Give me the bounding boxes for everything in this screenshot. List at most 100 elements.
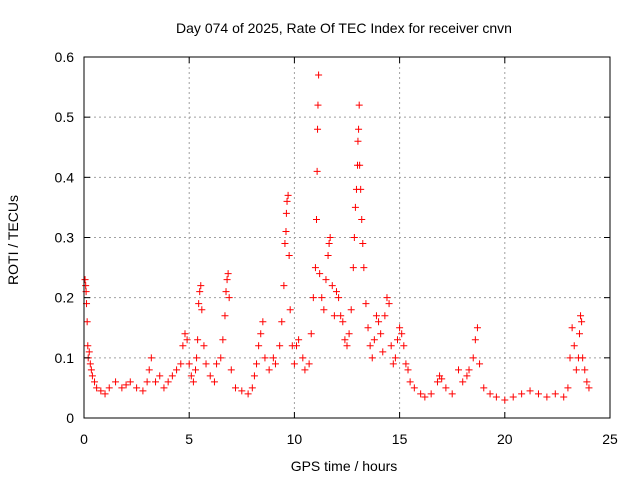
data-point <box>314 101 322 109</box>
data-point <box>328 282 336 290</box>
data-point <box>372 312 380 320</box>
data-point <box>325 240 333 248</box>
data-point <box>280 282 288 290</box>
data-point <box>97 387 105 395</box>
data-point <box>192 366 200 374</box>
data-point <box>575 330 583 338</box>
data-point <box>314 125 322 133</box>
data-point <box>181 330 189 338</box>
data-point <box>566 354 574 362</box>
data-point <box>145 366 153 374</box>
axis-ticks <box>83 56 611 419</box>
data-point <box>156 372 164 380</box>
data-point <box>518 390 526 398</box>
data-point <box>316 270 324 278</box>
data-point <box>583 378 591 386</box>
data-point <box>126 378 134 386</box>
data-point <box>189 378 197 386</box>
data-point <box>572 366 580 374</box>
y-tick-label: 0 <box>66 410 74 426</box>
data-point <box>177 360 185 368</box>
data-point <box>585 384 593 392</box>
data-point <box>578 318 586 326</box>
data-point <box>368 354 376 362</box>
x-tick-label: 0 <box>80 431 88 447</box>
data-point <box>421 393 429 401</box>
data-point <box>357 185 365 193</box>
data-point <box>139 387 147 395</box>
data-point <box>398 330 406 338</box>
data-point <box>579 354 587 362</box>
data-point <box>81 276 89 284</box>
data-point <box>271 360 279 368</box>
data-point <box>250 372 258 380</box>
data-point <box>84 342 92 350</box>
grid-lines <box>84 57 610 418</box>
data-point <box>238 387 246 395</box>
data-point <box>283 197 291 205</box>
data-point <box>309 294 317 302</box>
data-point <box>433 378 441 386</box>
data-point <box>164 378 172 386</box>
y-tick-label: 0.4 <box>55 169 75 185</box>
data-points <box>81 71 593 404</box>
data-point <box>224 270 232 278</box>
data-point <box>284 191 292 199</box>
data-point <box>345 330 353 338</box>
data-point <box>200 342 208 350</box>
data-point <box>459 378 467 386</box>
data-point <box>385 300 393 308</box>
data-point <box>387 342 395 350</box>
data-point <box>168 372 176 380</box>
data-point <box>193 354 201 362</box>
data-point <box>442 384 450 392</box>
y-tick-label: 0.5 <box>55 109 75 125</box>
data-point <box>476 360 484 368</box>
data-point <box>383 294 391 302</box>
data-point <box>147 354 155 362</box>
data-point <box>295 336 303 344</box>
data-point <box>112 378 120 386</box>
data-point <box>448 390 456 398</box>
data-point <box>480 384 488 392</box>
data-point <box>320 306 328 314</box>
data-point <box>231 384 239 392</box>
data-point <box>313 167 321 175</box>
data-point <box>366 342 374 350</box>
data-point <box>312 215 320 223</box>
data-point <box>183 336 191 344</box>
data-point <box>276 342 284 350</box>
data-point <box>206 372 214 380</box>
data-point <box>577 312 585 320</box>
data-point <box>473 324 481 332</box>
data-point <box>86 360 94 368</box>
data-point <box>354 137 362 145</box>
data-point <box>356 161 364 169</box>
y-tick-label: 0.6 <box>55 49 75 65</box>
data-point <box>400 342 408 350</box>
data-point <box>305 360 313 368</box>
data-point <box>227 366 235 374</box>
data-point <box>196 288 204 296</box>
data-point <box>221 312 229 320</box>
data-point <box>377 330 385 338</box>
data-point <box>410 384 418 392</box>
data-point <box>91 378 99 386</box>
data-point <box>83 318 91 326</box>
data-point <box>87 366 95 374</box>
data-point <box>133 384 141 392</box>
data-point <box>358 215 366 223</box>
data-point <box>396 324 404 332</box>
data-point <box>339 318 347 326</box>
data-point <box>93 384 101 392</box>
data-point <box>463 372 471 380</box>
data-point <box>438 375 446 383</box>
data-point <box>379 348 387 356</box>
y-axis-label: ROTI / TECUs <box>5 195 21 285</box>
x-tick-label: 5 <box>185 431 193 447</box>
data-point <box>455 366 463 374</box>
data-point <box>322 276 330 284</box>
data-point <box>281 240 289 248</box>
data-point <box>286 306 294 314</box>
